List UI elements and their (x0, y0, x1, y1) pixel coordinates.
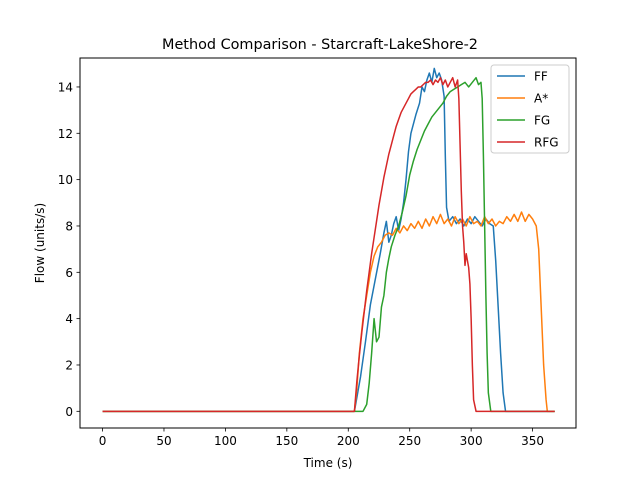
legend: FF A* FG RFG (490, 64, 570, 154)
x-tick-label: 250 (398, 434, 421, 448)
y-axis-label: Flow (units/s) (33, 203, 47, 283)
legend-label: FG (534, 114, 550, 128)
plot-area (79, 57, 577, 429)
series-layer (102, 67, 555, 413)
y-tick-label: 12 (58, 127, 73, 141)
y-tick-label: 14 (58, 80, 73, 94)
axes-frame (79, 57, 577, 429)
series-line-astar (102, 211, 555, 413)
y-tick-label: 6 (65, 266, 73, 280)
x-tick-label: 350 (521, 434, 544, 448)
y-tick-label: 2 (65, 358, 73, 372)
x-tick-label: 0 (99, 434, 107, 448)
x-tick-label: 150 (275, 434, 298, 448)
x-tick-label: 200 (337, 434, 360, 448)
legend-label: RFG (534, 136, 559, 150)
y-tick-label: 10 (58, 173, 73, 187)
y-tick-label: 4 (65, 312, 73, 326)
y-tick-label: 8 (65, 219, 73, 233)
legend-box (490, 64, 570, 154)
series-line-fg (102, 76, 555, 413)
chart-title: Method Comparison - Starcraft-LakeShore-… (162, 37, 478, 53)
x-axis: 0 50 100 150 200 250 300 350 (99, 428, 544, 448)
series-line-rfg (102, 76, 555, 413)
x-tick-label: 100 (214, 434, 237, 448)
x-axis-label: Time (s) (303, 456, 353, 470)
legend-label: FF (534, 70, 548, 84)
y-axis: 0 2 4 6 8 10 12 14 (58, 80, 80, 419)
x-tick-label: 300 (460, 434, 483, 448)
x-tick-label: 50 (156, 434, 171, 448)
y-tick-label: 0 (65, 405, 73, 419)
legend-label: A* (534, 92, 548, 106)
